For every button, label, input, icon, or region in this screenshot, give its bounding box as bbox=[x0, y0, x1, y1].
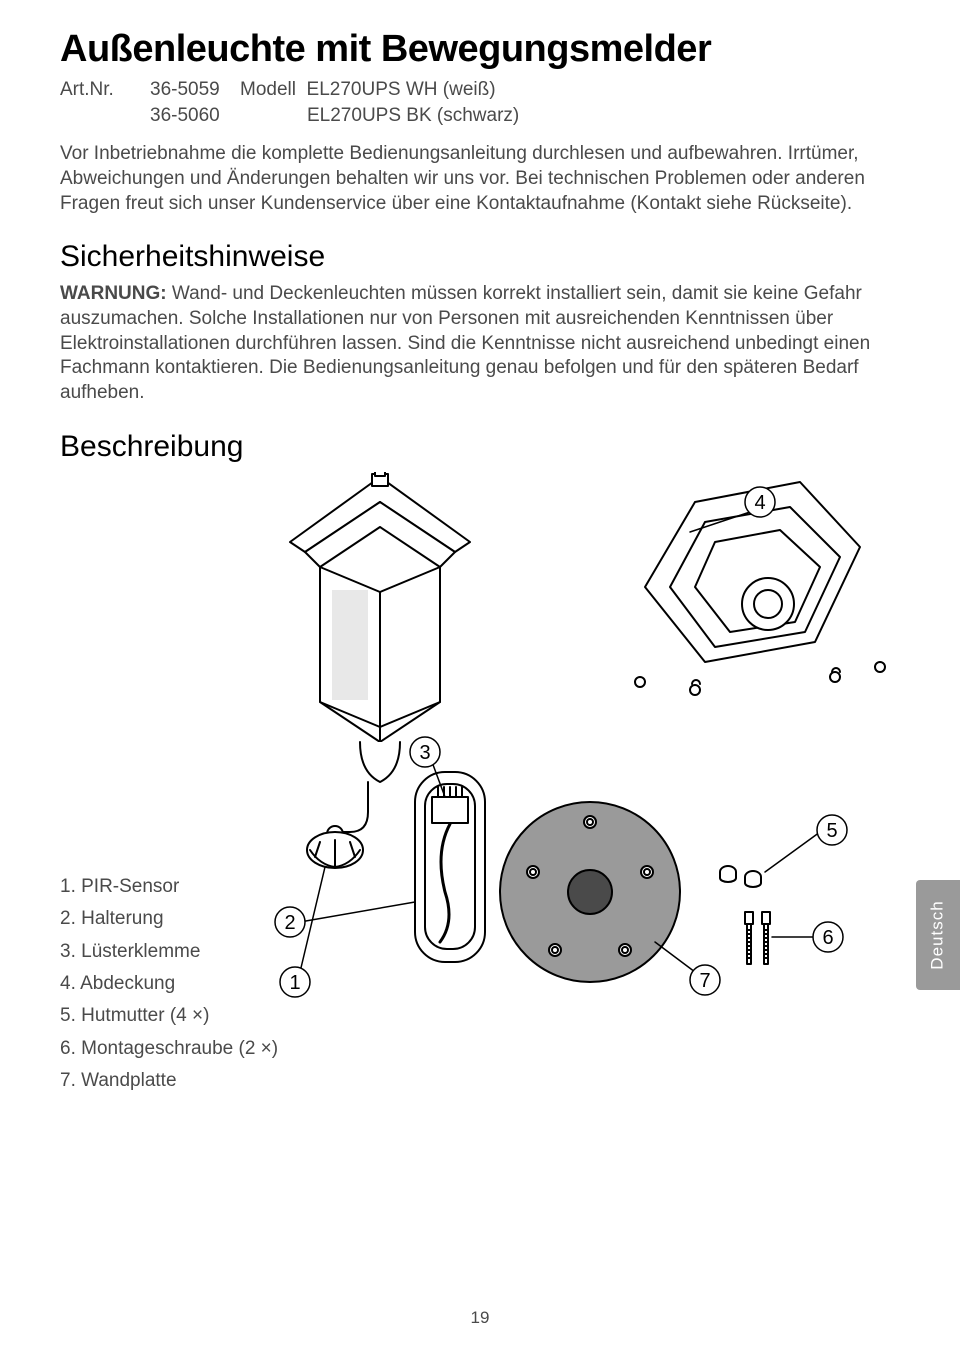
legend-item-5: 5. Hutmutter (4 ×) bbox=[60, 1001, 278, 1031]
callout-2: 2 bbox=[284, 912, 295, 934]
language-tab: Deutsch bbox=[916, 880, 960, 990]
artnr-1: 36-5059 bbox=[150, 77, 240, 103]
legend-item-7: 7. Wandplatte bbox=[60, 1066, 278, 1096]
intro-text: Vor Inbetriebnahme die komplette Bedienu… bbox=[60, 142, 900, 216]
page-title: Außenleuchte mit Bewegungsmelder bbox=[60, 28, 900, 71]
legend-item-1: 1. PIR-Sensor bbox=[60, 872, 278, 902]
artnr-label: Art.Nr. bbox=[60, 77, 150, 103]
page-number: 19 bbox=[0, 1308, 960, 1328]
callout-6: 6 bbox=[822, 927, 833, 949]
legend-item-3: 3. Lüsterklemme bbox=[60, 937, 278, 967]
model-1: Modell EL270UPS WH (weiß) bbox=[240, 77, 900, 103]
article-table: Art.Nr. 36-5059 Modell EL270UPS WH (weiß… bbox=[60, 77, 900, 128]
legend-item-6: 6. Montageschraube (2 ×) bbox=[60, 1034, 278, 1064]
legend-item-4: 4. Abdeckung bbox=[60, 969, 278, 999]
safety-heading: Sicherheitshinweise bbox=[60, 240, 900, 274]
desc-heading: Beschreibung bbox=[60, 430, 900, 464]
callout-5: 5 bbox=[826, 820, 837, 842]
model-2: EL270UPS BK (schwarz) bbox=[240, 103, 900, 129]
artnr-2: 36-5060 bbox=[150, 103, 240, 129]
callout-4: 4 bbox=[754, 492, 765, 514]
callout-3: 3 bbox=[419, 742, 430, 764]
legend-item-2: 2. Halterung bbox=[60, 904, 278, 934]
callout-1: 1 bbox=[289, 972, 300, 994]
safety-text: WARNUNG: Wand- und Deckenleuchten müssen… bbox=[60, 282, 900, 405]
parts-legend: 1. PIR-Sensor 2. Halterung 3. Lüsterklem… bbox=[60, 872, 278, 1099]
callout-7: 7 bbox=[699, 970, 710, 992]
diagram: 1 2 3 4 5 6 7 1. PIR-Sensor 2. Halterung… bbox=[60, 472, 900, 1052]
exploded-diagram: 1 2 3 4 5 6 7 bbox=[260, 472, 900, 1052]
